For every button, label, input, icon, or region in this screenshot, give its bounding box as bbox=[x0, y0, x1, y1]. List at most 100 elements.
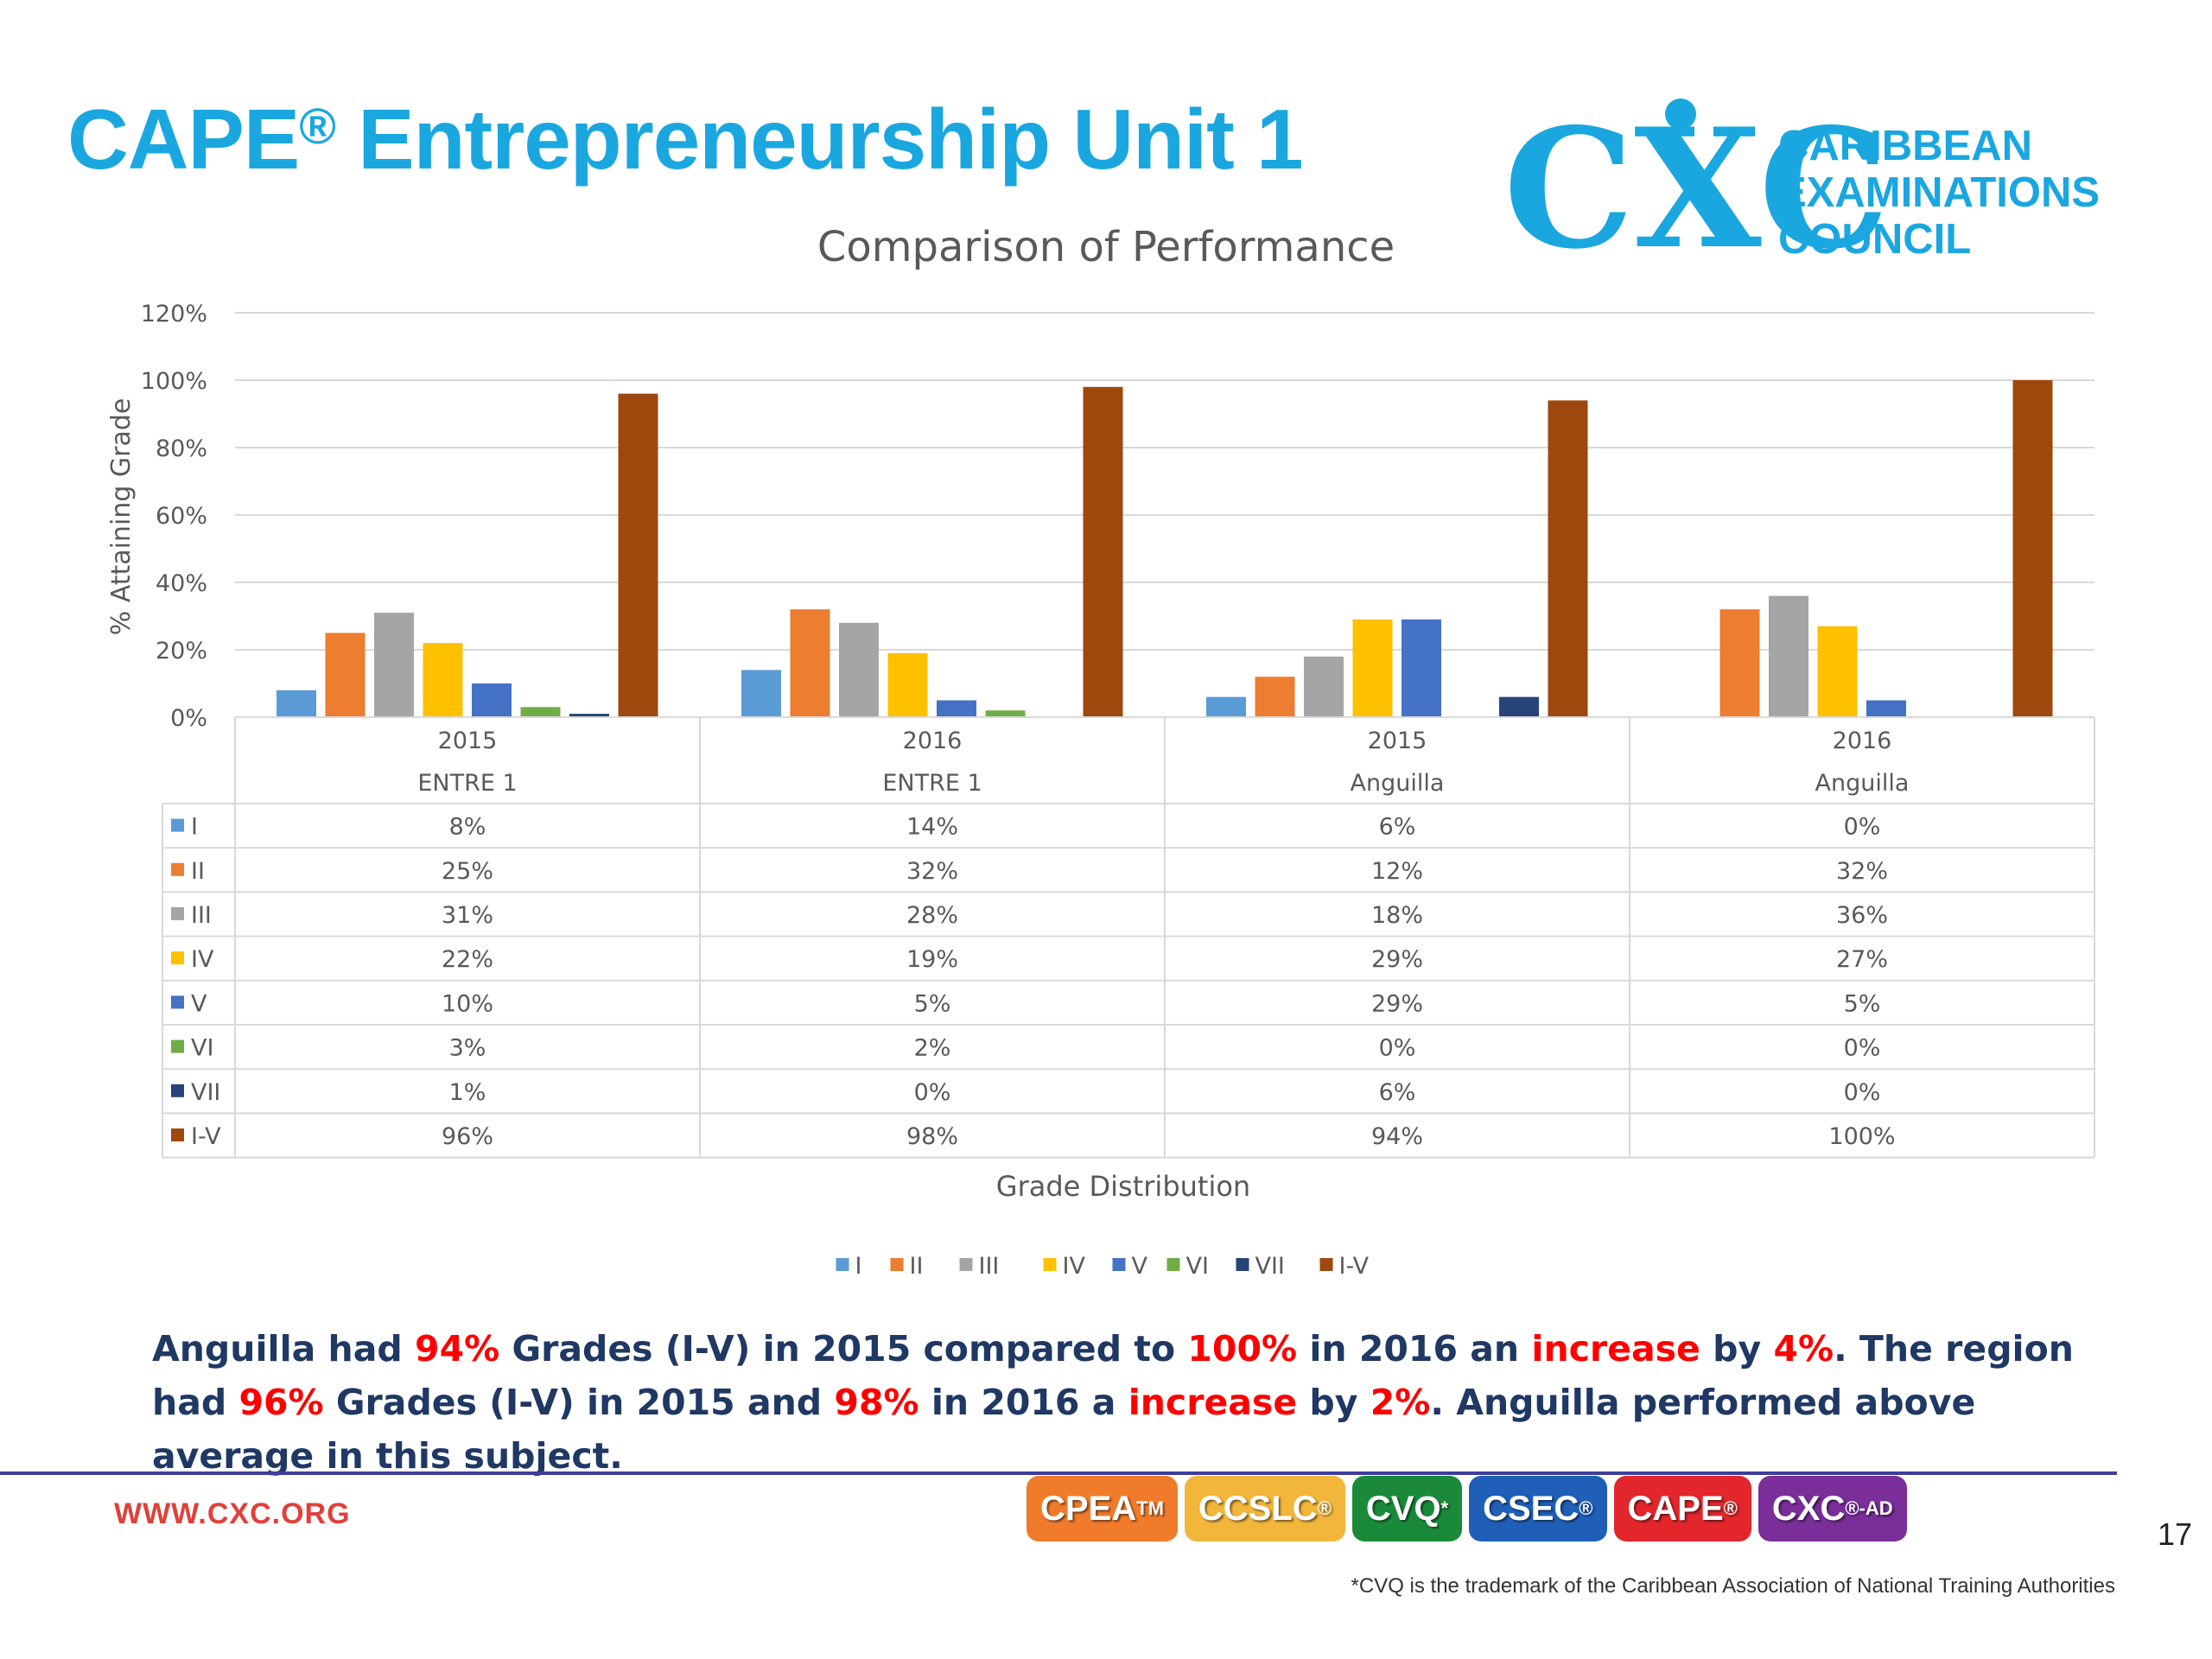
badge-cvq: CVQ * bbox=[1351, 1476, 1463, 1541]
table-cell-value: 25% bbox=[442, 858, 493, 885]
org-line-3: COUNCIL bbox=[1778, 216, 1972, 263]
table-cell-value: 10% bbox=[442, 990, 493, 1017]
table-legend-swatch bbox=[171, 1084, 184, 1097]
bar-IV-Anguilla-2015 bbox=[1352, 619, 1393, 717]
bar-IV-ENTRE 1-2015 bbox=[423, 643, 463, 717]
table-cell-value: 0% bbox=[1844, 1035, 1881, 1062]
bar-II-ENTRE 1-2015 bbox=[325, 632, 365, 717]
y-tick-label: 60% bbox=[156, 503, 207, 530]
group-year-label: 2015 bbox=[1368, 728, 1427, 754]
table-cell-value: 28% bbox=[906, 902, 958, 929]
legend-label-V: V bbox=[1132, 1253, 1148, 1280]
table-series-label: V bbox=[191, 990, 207, 1017]
chart-title: Comparison of Performance bbox=[817, 223, 1395, 271]
y-tick-label: 80% bbox=[156, 435, 207, 462]
footnote: *CVQ is the trademark of the Caribbean A… bbox=[1351, 1574, 2115, 1598]
table-series-label: III bbox=[191, 902, 212, 929]
table-series-label: IV bbox=[191, 946, 214, 973]
bar-VI-ENTRE 1-2016 bbox=[985, 710, 1026, 717]
chart-legend: I II III IV V VI VII I-V bbox=[836, 1253, 1370, 1280]
table-cell-value: 5% bbox=[1844, 990, 1881, 1017]
group-year-label: 2016 bbox=[1833, 728, 1892, 754]
table-cell-value: 29% bbox=[1371, 990, 1423, 1017]
table-legend-swatch bbox=[171, 818, 184, 832]
bar-IV-ENTRE 1-2016 bbox=[887, 652, 928, 717]
bar-I-ENTRE 1-2016 bbox=[741, 670, 781, 717]
table-series-label: VI bbox=[191, 1035, 213, 1062]
bar-I-ENTRE 1-2015 bbox=[276, 690, 316, 717]
legend-label-VI: VI bbox=[1186, 1253, 1209, 1280]
table-series-label: I-V bbox=[191, 1123, 221, 1150]
legend-swatch-I-V bbox=[1319, 1258, 1333, 1271]
chart-bars bbox=[276, 380, 2053, 717]
table-cell-value: 36% bbox=[1836, 902, 1888, 929]
table-cell-value: 2% bbox=[914, 1035, 951, 1062]
table-cell-value: 14% bbox=[906, 814, 958, 841]
table-cell-value: 0% bbox=[1379, 1035, 1416, 1062]
bar-V-Anguilla-2015 bbox=[1402, 619, 1441, 717]
bar-I-V-Anguilla-2015 bbox=[1548, 400, 1588, 717]
bar-III-Anguilla-2015 bbox=[1304, 656, 1344, 717]
legend-label-IV: IV bbox=[1063, 1253, 1086, 1280]
table-cell-value: 3% bbox=[449, 1035, 486, 1062]
y-axis-label: % Attaining Grade bbox=[106, 398, 137, 636]
legend-swatch-IV bbox=[1043, 1258, 1057, 1271]
table-cell-value: 6% bbox=[1379, 814, 1416, 841]
table-cell-value: 19% bbox=[906, 946, 958, 973]
table-cell-value: 12% bbox=[1371, 858, 1423, 885]
legend-swatch-II bbox=[890, 1258, 904, 1271]
bar-IV-Anguilla-2016 bbox=[1817, 626, 1858, 717]
table-cell-value: 32% bbox=[1836, 858, 1888, 885]
bar-II-ENTRE 1-2016 bbox=[790, 609, 830, 717]
y-tick-label: 0% bbox=[170, 705, 207, 732]
group-name-label: Anguilla bbox=[1351, 770, 1445, 797]
group-year-label: 2015 bbox=[438, 728, 498, 754]
legend-label-II: II bbox=[910, 1253, 924, 1280]
logo-letters: CXC bbox=[1503, 95, 1890, 285]
table-legend-swatch bbox=[171, 907, 184, 920]
bar-I-V-Anguilla-2016 bbox=[2012, 380, 2053, 717]
page-title: CAPE® Entrepreneurship Unit 1 bbox=[67, 92, 1304, 187]
table-cell-value: 96% bbox=[442, 1123, 493, 1150]
bar-V-ENTRE 1-2016 bbox=[937, 700, 976, 717]
bar-V-ENTRE 1-2015 bbox=[472, 683, 512, 717]
legend-swatch-VII bbox=[1236, 1258, 1249, 1271]
legend-swatch-III bbox=[959, 1258, 973, 1271]
bar-I-V-ENTRE 1-2016 bbox=[1083, 386, 1123, 717]
table-cell-value: 0% bbox=[1844, 814, 1881, 841]
table-legend-swatch bbox=[171, 862, 184, 876]
x-axis-label: Grade Distribution bbox=[996, 1170, 1250, 1203]
legend-label-VII: VII bbox=[1255, 1253, 1285, 1280]
badge-cxc: CXC ®-AD bbox=[1758, 1476, 1907, 1541]
table-legend-swatch bbox=[171, 951, 184, 965]
table-cell-value: 0% bbox=[914, 1079, 951, 1106]
table-cell-value: 100% bbox=[1828, 1123, 1895, 1150]
website-link[interactable]: WWW.CXC.ORG bbox=[114, 1497, 351, 1530]
table-series-label: II bbox=[191, 858, 205, 885]
badge-ccslc: CCSLC ® bbox=[1184, 1476, 1345, 1541]
table-cell-value: 98% bbox=[906, 1123, 958, 1150]
table-series-label: VII bbox=[191, 1079, 220, 1106]
bar-VII-ENTRE 1-2015 bbox=[569, 714, 609, 717]
page-number: 17 bbox=[2158, 1516, 2193, 1552]
y-axis-ticks: 0% 20% 40% 60% 80% 100% 120% bbox=[141, 301, 207, 732]
summary-text: Anguilla had 94% Grades (I-V) in 2015 co… bbox=[152, 1328, 2074, 1477]
group-name-label: Anguilla bbox=[1815, 770, 1910, 797]
table-cell-value: 0% bbox=[1844, 1079, 1881, 1106]
badge-csec: CSEC ® bbox=[1469, 1476, 1607, 1541]
legend-swatch-I bbox=[836, 1258, 849, 1271]
org-name: CARIBBEAN EXAMINATIONS COUNCIL bbox=[1778, 123, 2100, 263]
table-cell-value: 31% bbox=[442, 902, 493, 929]
group-year-label: 2016 bbox=[903, 728, 963, 754]
table-cell-value: 22% bbox=[442, 946, 493, 973]
bar-III-ENTRE 1-2016 bbox=[839, 622, 879, 717]
table-cell-value: 6% bbox=[1379, 1079, 1416, 1106]
table-cell-value: 29% bbox=[1371, 946, 1423, 973]
bar-V-Anguilla-2016 bbox=[1866, 700, 1906, 717]
legend-label-I-V: I-V bbox=[1339, 1253, 1370, 1280]
bar-I-Anguilla-2015 bbox=[1206, 696, 1246, 717]
table-legend-swatch bbox=[171, 1039, 184, 1053]
bar-I-V-ENTRE 1-2015 bbox=[618, 393, 658, 717]
legend-swatch-VI bbox=[1166, 1258, 1180, 1271]
